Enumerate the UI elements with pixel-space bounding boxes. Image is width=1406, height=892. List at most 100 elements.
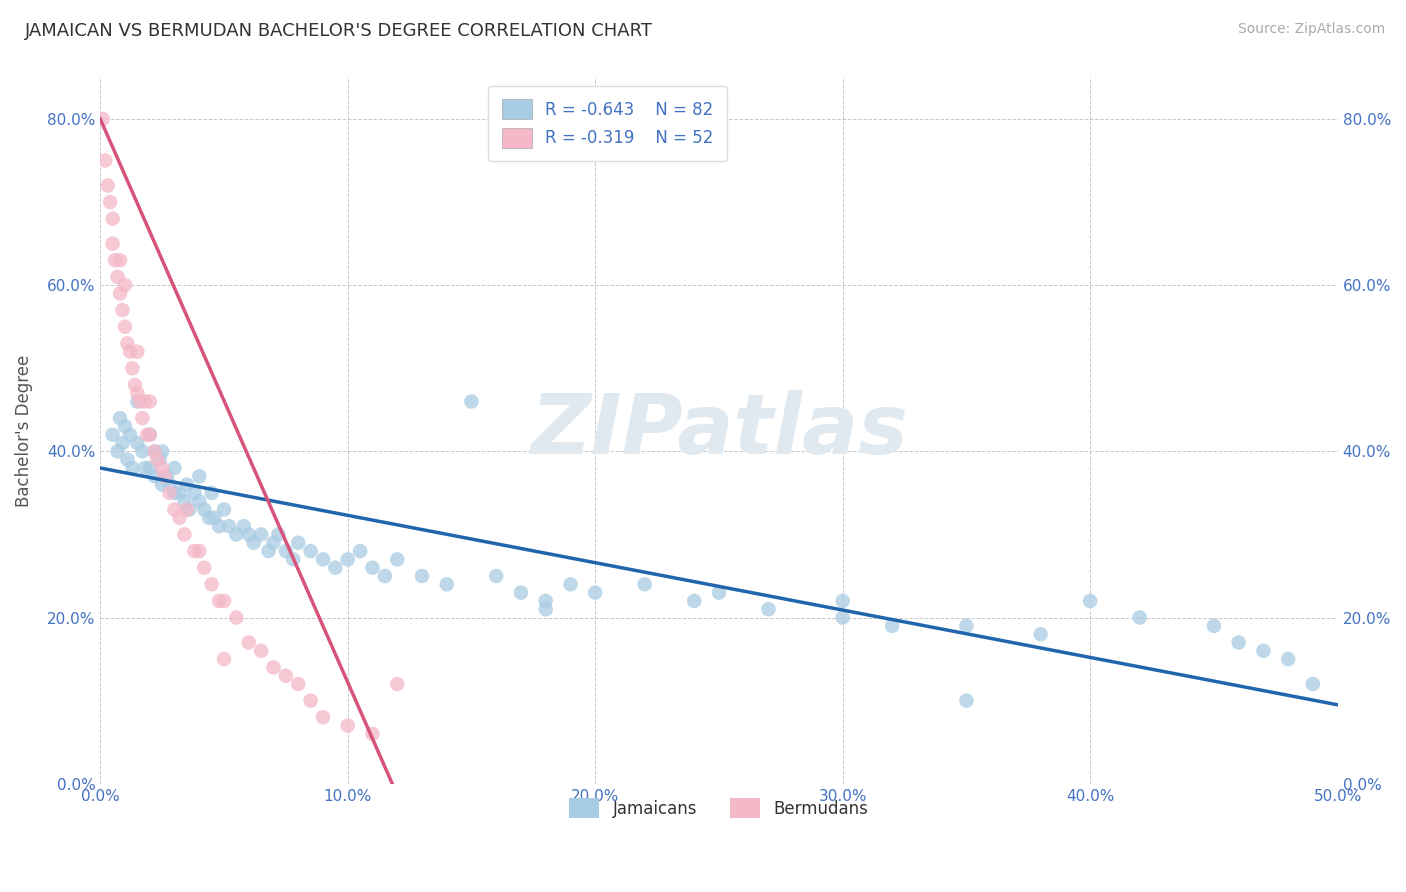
Point <box>208 519 231 533</box>
Point <box>411 569 433 583</box>
Point <box>108 253 131 268</box>
Point <box>156 469 179 483</box>
Text: Source: ZipAtlas.com: Source: ZipAtlas.com <box>1237 22 1385 37</box>
Point <box>127 394 149 409</box>
Point <box>121 361 143 376</box>
Point <box>287 677 309 691</box>
Point <box>139 394 162 409</box>
Point <box>128 394 150 409</box>
Point <box>153 469 176 483</box>
Point <box>188 469 211 483</box>
Point <box>193 560 215 574</box>
Point <box>127 386 149 401</box>
Point <box>955 619 977 633</box>
Point <box>374 569 396 583</box>
Point <box>1129 610 1152 624</box>
Point <box>232 519 254 533</box>
Point <box>136 427 159 442</box>
Point <box>436 577 458 591</box>
Point <box>97 178 120 193</box>
Point <box>111 303 134 318</box>
Point <box>143 469 166 483</box>
Point <box>1302 677 1324 691</box>
Point <box>218 519 240 533</box>
Point <box>150 477 173 491</box>
Point <box>163 461 186 475</box>
Point <box>263 535 285 549</box>
Point <box>117 452 139 467</box>
Point <box>250 527 273 541</box>
Point <box>257 544 280 558</box>
Point <box>111 436 134 450</box>
Point <box>114 319 136 334</box>
Point <box>198 511 221 525</box>
Point <box>361 727 384 741</box>
Point <box>188 544 211 558</box>
Point <box>485 569 508 583</box>
Point <box>183 486 205 500</box>
Point <box>188 494 211 508</box>
Point <box>349 544 371 558</box>
Point <box>387 552 409 566</box>
Point <box>149 452 172 467</box>
Point <box>325 560 347 574</box>
Point <box>150 444 173 458</box>
Point <box>831 594 853 608</box>
Point <box>387 677 409 691</box>
Point <box>114 278 136 293</box>
Point <box>101 211 124 226</box>
Point <box>176 502 198 516</box>
Point <box>336 718 359 732</box>
Point <box>274 544 297 558</box>
Point <box>169 511 191 525</box>
Point <box>1078 594 1101 608</box>
Point <box>134 461 156 475</box>
Point <box>312 710 335 724</box>
Point <box>202 511 225 525</box>
Point <box>560 577 582 591</box>
Point <box>225 527 247 541</box>
Point <box>201 577 224 591</box>
Point <box>1277 652 1299 666</box>
Point <box>134 394 156 409</box>
Point <box>460 394 482 409</box>
Point <box>238 635 260 649</box>
Point <box>159 486 181 500</box>
Point <box>179 502 201 516</box>
Y-axis label: Bachelor's Degree: Bachelor's Degree <box>15 354 32 507</box>
Point <box>163 502 186 516</box>
Point <box>212 594 235 608</box>
Point <box>274 669 297 683</box>
Point <box>312 552 335 566</box>
Text: JAMAICAN VS BERMUDAN BACHELOR'S DEGREE CORRELATION CHART: JAMAICAN VS BERMUDAN BACHELOR'S DEGREE C… <box>25 22 654 40</box>
Point <box>124 377 146 392</box>
Point <box>758 602 780 616</box>
Point <box>143 444 166 458</box>
Point <box>101 427 124 442</box>
Point <box>139 461 162 475</box>
Point <box>1029 627 1052 641</box>
Point <box>583 585 606 599</box>
Point <box>107 269 129 284</box>
Point <box>98 195 121 210</box>
Point <box>283 552 305 566</box>
Point <box>107 444 129 458</box>
Point <box>118 427 141 442</box>
Point <box>108 286 131 301</box>
Point <box>101 236 124 251</box>
Point <box>127 436 149 450</box>
Point <box>1227 635 1250 649</box>
Point <box>510 585 533 599</box>
Point <box>707 585 730 599</box>
Point <box>117 336 139 351</box>
Point <box>146 452 169 467</box>
Point <box>287 535 309 549</box>
Point <box>94 153 117 168</box>
Point <box>108 411 131 425</box>
Point <box>131 411 153 425</box>
Point <box>225 610 247 624</box>
Point <box>361 560 384 574</box>
Point <box>208 594 231 608</box>
Point <box>242 535 264 549</box>
Point <box>91 112 114 126</box>
